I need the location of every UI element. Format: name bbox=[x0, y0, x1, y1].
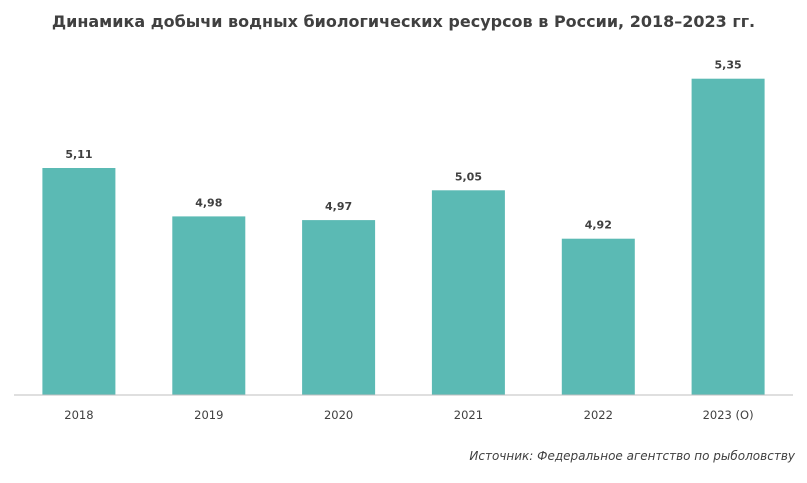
source-note: Источник: Федеральное агентство по рыбол… bbox=[469, 449, 795, 463]
bar-2 bbox=[172, 216, 246, 395]
bar-4 bbox=[431, 190, 505, 395]
bar-6 bbox=[691, 78, 765, 395]
data-label-5: 4,92 bbox=[585, 219, 612, 232]
bar-5 bbox=[561, 238, 635, 395]
bar-1 bbox=[42, 168, 116, 395]
x-tick-label-6: 2023 (O) bbox=[703, 408, 754, 422]
data-label-1: 5,11 bbox=[65, 148, 92, 161]
bar-3 bbox=[302, 220, 376, 395]
x-tick-label-3: 2020 bbox=[324, 408, 353, 422]
x-tick-label-4: 2021 bbox=[454, 408, 483, 422]
data-label-3: 4,97 bbox=[325, 200, 352, 213]
data-label-2: 4,98 bbox=[195, 196, 222, 209]
bars-layer bbox=[42, 78, 765, 395]
x-tick-label-5: 2022 bbox=[584, 408, 613, 422]
x-tick-labels: 2018 2019 2020 2021 2022 2023 (O) bbox=[64, 408, 753, 422]
data-label-4: 5,05 bbox=[455, 170, 482, 183]
x-tick-label-2: 2019 bbox=[194, 408, 223, 422]
x-tick-label-1: 2018 bbox=[64, 408, 93, 422]
labels-layer: 5,11 4,98 4,97 5,05 4,92 5,35 bbox=[65, 59, 741, 232]
chart-title: Динамика добычи водных биологических рес… bbox=[51, 12, 756, 31]
data-label-6: 5,35 bbox=[715, 59, 742, 72]
